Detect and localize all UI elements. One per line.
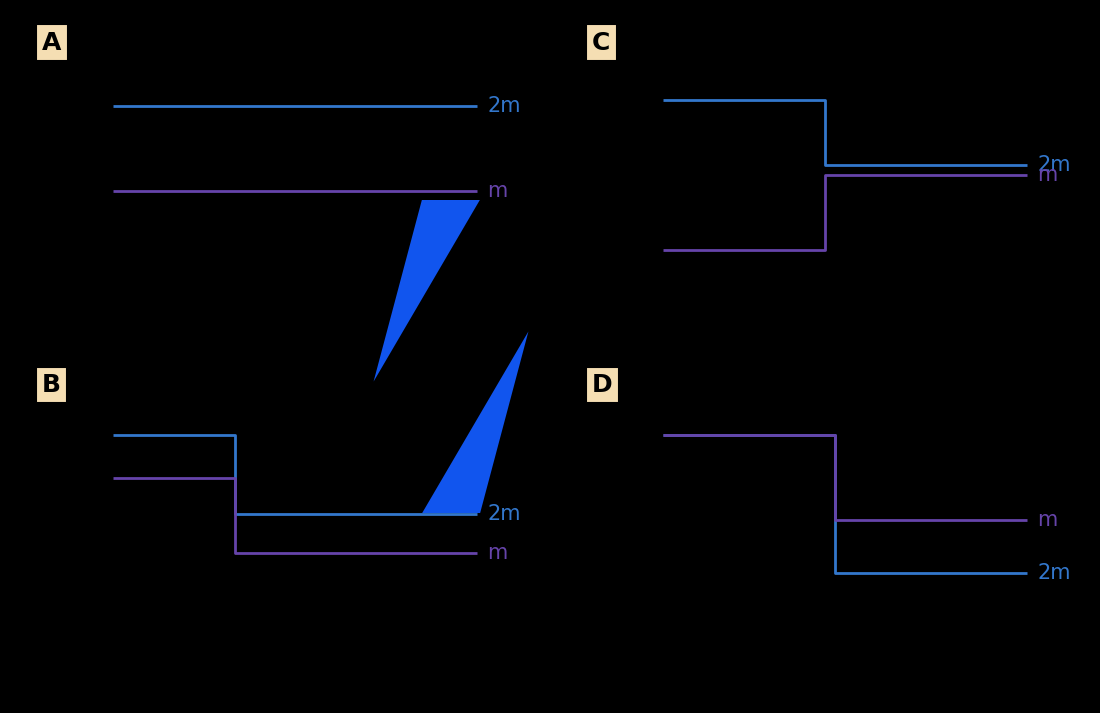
Text: A: A: [42, 31, 62, 55]
Text: 2m: 2m: [1037, 563, 1071, 583]
Polygon shape: [422, 332, 528, 513]
Text: 2m: 2m: [487, 96, 521, 116]
Text: 2m: 2m: [487, 504, 521, 524]
Polygon shape: [374, 200, 480, 381]
Text: m: m: [487, 181, 508, 201]
Text: 2m: 2m: [1037, 155, 1071, 175]
Text: D: D: [592, 373, 613, 397]
Text: B: B: [42, 373, 62, 397]
Text: C: C: [592, 31, 611, 55]
Text: m: m: [1037, 165, 1058, 185]
Text: m: m: [487, 543, 508, 563]
Text: m: m: [1037, 511, 1058, 530]
